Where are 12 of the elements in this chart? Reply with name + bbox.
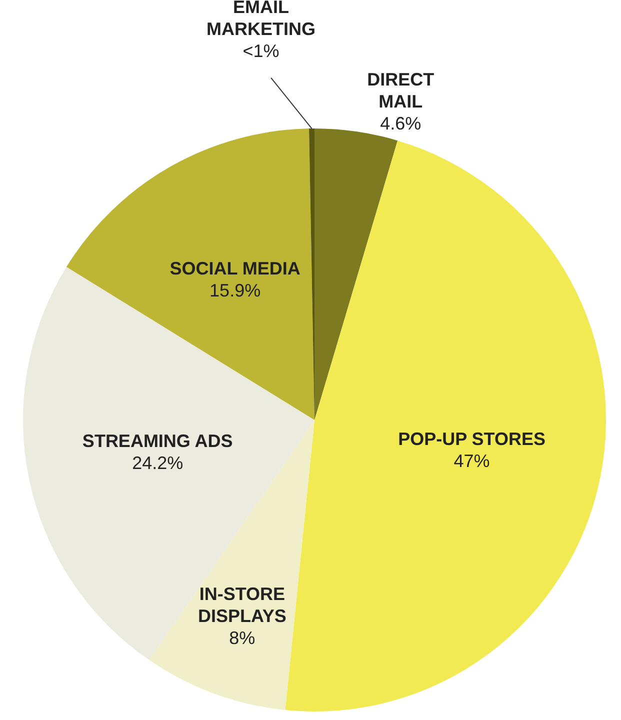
slice-label: EMAIL MARKETING xyxy=(206,0,316,39)
data-label: 47% xyxy=(454,451,490,471)
data-label: 8% xyxy=(229,628,256,648)
slice-label: IN-STORE DISPLAYS xyxy=(198,584,286,626)
slice-label: STREAMING ADS xyxy=(82,430,233,451)
slice-label: DIRECT MAIL xyxy=(367,70,434,112)
data-label: 15.9% xyxy=(210,280,261,301)
data-label: <1% xyxy=(242,40,280,61)
slice-label: POP-UP STORES xyxy=(398,429,546,449)
data-label: 4.6% xyxy=(380,114,422,134)
data-label: 24.2% xyxy=(132,452,184,473)
slice-label: SOCIAL MEDIA xyxy=(170,258,300,279)
